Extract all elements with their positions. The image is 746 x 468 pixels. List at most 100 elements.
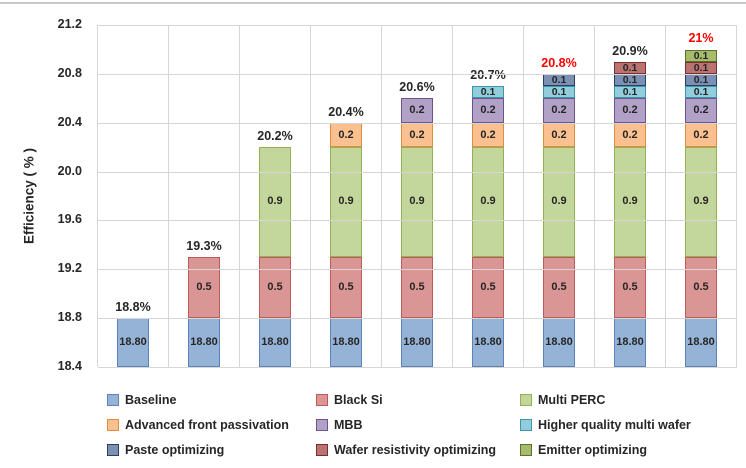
- gridline-horizontal: [98, 171, 737, 173]
- stacked-bar: 18.80: [117, 318, 149, 367]
- legend-item: Multi PERC: [520, 387, 691, 412]
- category-column: 18.80 0.5 19.3%: [169, 25, 240, 367]
- bar-segment: 18.80: [188, 318, 220, 367]
- category-columns: 18.80 18.8% 18.80 0.5 19.3% 18.80 0.5 0.9 20.2% 1…: [98, 25, 737, 367]
- bar-segment: 0.1: [543, 73, 575, 87]
- bar-segment: 18.80: [614, 318, 646, 367]
- chart-legend: Baseline Advanced front passivation Paste …: [107, 387, 691, 462]
- bar-segment: 0.9: [330, 147, 362, 258]
- gridline-horizontal: [98, 25, 737, 26]
- legend-label: Black Si: [334, 392, 383, 407]
- legend-item: Higher quality multi wafer: [520, 412, 691, 437]
- y-axis-tick-labels: 21.2 20.8 20.4 20.0 19.6 19.2 18.8 18.4: [0, 0, 82, 468]
- bar-segment: 0.2: [685, 98, 717, 123]
- y-tick-label: 21.2: [57, 17, 82, 31]
- bar-segment: 18.80: [685, 318, 717, 367]
- bar-segment: 0.9: [614, 147, 646, 258]
- legend-item: Wafer resistivity optimizing: [316, 437, 520, 462]
- bar-segment: 0.2: [401, 122, 433, 148]
- legend-swatch-icon: [316, 393, 328, 406]
- bar-total-label: 18.8%: [115, 300, 151, 315]
- bar-segment: 18.80: [117, 318, 149, 367]
- gridline-horizontal: [98, 318, 737, 320]
- legend-item: Baseline: [107, 387, 316, 412]
- bar-segment: 0.2: [685, 122, 717, 148]
- bar-segment: 0.5: [685, 257, 717, 319]
- bar-segment: 0.1: [614, 73, 646, 87]
- bar-segment: 0.2: [543, 98, 575, 123]
- bar-segment: 18.80: [401, 318, 433, 367]
- legend-swatch-icon: [316, 418, 328, 431]
- legend-label: Higher quality multi wafer: [538, 417, 691, 432]
- bar-segment: 0.2: [614, 98, 646, 123]
- bar-total-label: 21%: [688, 31, 714, 46]
- bar-segment: 0.5: [401, 257, 433, 319]
- bar-segment: 0.1: [614, 86, 646, 99]
- bar-segment: 0.2: [330, 122, 362, 148]
- bar-segment: 0.9: [685, 147, 717, 258]
- legend-item: Black Si: [316, 387, 520, 412]
- legend-swatch-icon: [520, 418, 532, 431]
- bar-segment: 0.2: [614, 122, 646, 148]
- stacked-bar: 18.80 0.5 0.9 0.2 0.2: [401, 98, 433, 367]
- bar-total-label: 20.7%: [470, 68, 506, 83]
- bar-segment: 0.9: [401, 147, 433, 258]
- legend-swatch-icon: [107, 443, 119, 456]
- bar-segment: 0.9: [472, 147, 504, 258]
- gridline-horizontal: [98, 73, 737, 75]
- bar-total-label: 20.9%: [612, 43, 648, 58]
- bar-segment: 0.2: [472, 98, 504, 123]
- legend-item: Paste optimizing: [107, 437, 316, 462]
- bar-total-label: 20.6%: [399, 80, 435, 95]
- stacked-bar: 18.80 0.5 0.9 0.2 0.2 0.1 0.1 0.1: [614, 61, 646, 367]
- bar-segment: 0.5: [259, 257, 291, 319]
- bar-segment: 0.1: [472, 86, 504, 99]
- legend-label: Baseline: [125, 392, 177, 407]
- legend-item: Emitter optimizing: [520, 437, 691, 462]
- gridline-horizontal: [98, 367, 737, 368]
- y-tick-label: 18.4: [57, 359, 82, 373]
- gridline-horizontal: [98, 122, 737, 124]
- y-tick-label: 20.8: [57, 65, 82, 80]
- bar-segment: 0.5: [472, 257, 504, 319]
- bar-segment: 0.5: [330, 257, 362, 319]
- category-column: 18.80 18.8%: [98, 25, 169, 367]
- bar-segment: 18.80: [259, 318, 291, 367]
- legend-item: MBB: [316, 412, 520, 437]
- bar-segment: 0.1: [614, 61, 646, 74]
- stacked-bar: 18.80 0.5 0.9 0.2 0.2 0.1: [472, 86, 504, 367]
- y-tick-label: 19.2: [57, 261, 82, 276]
- legend-label: Wafer resistivity optimizing: [334, 442, 497, 457]
- stacked-bar: 18.80 0.5 0.9 0.2 0.2 0.1 0.1 0.1 0.1: [685, 49, 717, 367]
- category-column: 18.80 0.5 0.9 0.2 0.2 20.6%: [382, 25, 453, 367]
- legend-swatch-icon: [520, 393, 532, 406]
- bar-segment: 18.80: [330, 318, 362, 367]
- stacked-bar: 18.80 0.5 0.9: [259, 147, 291, 367]
- bar-segment: 18.80: [472, 318, 504, 367]
- stacked-bar: 18.80 0.5: [188, 257, 220, 367]
- category-column: 18.80 0.5 0.9 0.2 0.2 0.1 0.1 0.1 20.9%: [595, 25, 666, 367]
- category-column: 18.80 0.5 0.9 20.2%: [240, 25, 311, 367]
- bar-segment: 0.1: [685, 86, 717, 99]
- y-tick-label: 19.6: [57, 212, 82, 227]
- bar-segment: 0.9: [259, 147, 291, 258]
- legend-label: Advanced front passivation: [125, 417, 289, 432]
- bar-total-label: 20.4%: [328, 104, 364, 119]
- bar-segment: 0.2: [472, 122, 504, 148]
- legend-label: Multi PERC: [538, 392, 606, 407]
- stacked-bar: 18.80 0.5 0.9 0.2 0.2 0.1 0.1: [543, 73, 575, 367]
- legend-swatch-icon: [520, 443, 532, 456]
- y-tick-label: 20.0: [57, 163, 82, 178]
- bar-segment: 0.1: [685, 61, 717, 74]
- bar-segment: 18.80: [543, 318, 575, 367]
- figure-top-border: [0, 2, 746, 4]
- gridline-horizontal: [98, 269, 737, 271]
- legend-swatch-icon: [316, 443, 328, 456]
- legend-label: MBB: [334, 417, 363, 432]
- bar-segment: 0.9: [543, 147, 575, 258]
- bar-segment: 0.1: [685, 73, 717, 87]
- bar-segment: 0.1: [685, 49, 717, 62]
- category-column: 18.80 0.5 0.9 0.2 0.2 0.1 0.1 20.8%: [524, 25, 595, 367]
- gridline-horizontal: [98, 220, 737, 222]
